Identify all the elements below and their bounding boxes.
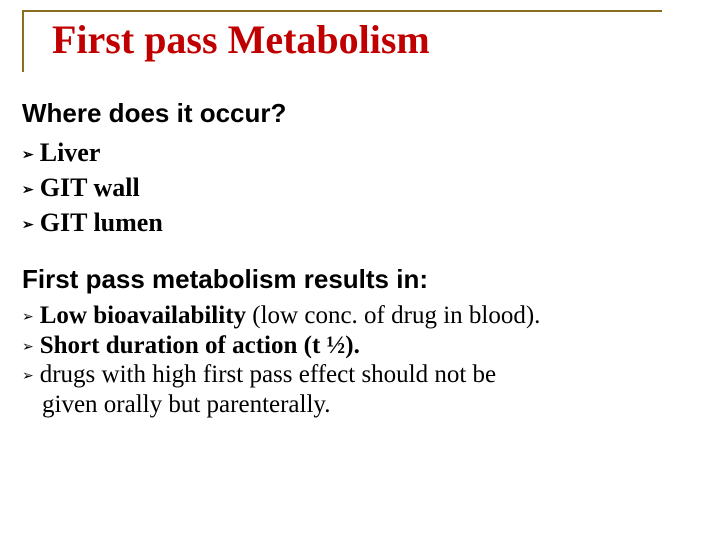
list-item-continuation: given orally but parenterally. [22, 390, 696, 420]
slide: { "title": "First pass Metabolism", "sec… [0, 0, 720, 540]
list-where: ➢ Liver ➢ GIT wall ➢ GIT lumen [22, 135, 696, 240]
bullet-icon: ➢ [22, 147, 34, 166]
bullet-icon: ➢ [22, 369, 34, 386]
slide-title: First pass Metabolism [52, 18, 662, 62]
bullet-icon: ➢ [22, 217, 34, 236]
list-item-text: GIT lumen [40, 205, 163, 240]
list-item-text: Low bioavailability (low conc. of drug i… [40, 301, 541, 331]
bullet-icon: ➢ [22, 340, 34, 357]
bullet-icon: ➢ [22, 182, 34, 201]
bullet-icon: ➢ [22, 310, 34, 327]
section-heading-2: First pass metabolism results in: [22, 264, 696, 295]
title-container: First pass Metabolism [22, 10, 680, 72]
list-item-bold: Short duration of action (t ½). [40, 332, 360, 359]
list-item-rest: drugs with high first pass effect should… [40, 361, 496, 388]
list-item-text: Liver [40, 135, 101, 170]
list-item: ➢ Low bioavailability (low conc. of drug… [22, 301, 696, 331]
title-border: First pass Metabolism [22, 10, 662, 72]
list-item-text: drugs with high first pass effect should… [40, 360, 496, 390]
list-item-rest: (low conc. of drug in blood). [246, 302, 540, 329]
list-item: ➢ GIT lumen [22, 205, 696, 240]
section-heading-1: Where does it occur? [22, 98, 696, 129]
list-item: ➢ Short duration of action (t ½). [22, 331, 696, 361]
list-item: ➢ Liver [22, 135, 696, 170]
list-item-text: GIT wall [40, 170, 140, 205]
list-results: ➢ Low bioavailability (low conc. of drug… [22, 301, 696, 390]
list-item: ➢ GIT wall [22, 170, 696, 205]
list-item-text: Short duration of action (t ½). [40, 331, 360, 361]
slide-body: Where does it occur? ➢ Liver ➢ GIT wall … [22, 96, 696, 419]
list-item: ➢ drugs with high first pass effect shou… [22, 360, 696, 390]
list-item-bold: Low bioavailability [40, 302, 246, 329]
